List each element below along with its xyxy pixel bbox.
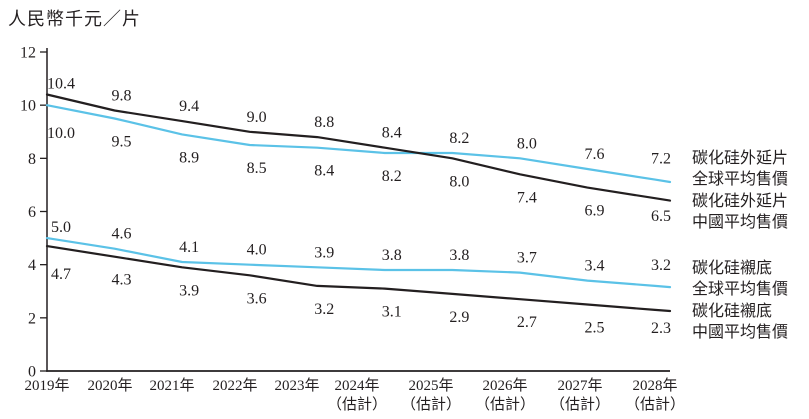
value-label: 3.1: [382, 304, 402, 321]
value-label: 8.2: [382, 168, 402, 185]
value-label: 8.2: [449, 130, 469, 147]
x-axis-note: （估計）: [550, 396, 610, 413]
value-label: 8.5: [247, 160, 267, 177]
legend-epi-china-label: 中國平均售價: [692, 213, 788, 231]
value-label: 6.9: [584, 203, 604, 220]
value-label: 3.9: [314, 244, 334, 261]
x-axis-note: （估計）: [625, 396, 685, 413]
value-label: 2.7: [517, 314, 537, 331]
value-label: 8.8: [314, 114, 334, 131]
value-label: 3.8: [449, 247, 469, 264]
y-axis-unit-label: 人民幣千元／片: [8, 9, 141, 29]
value-label: 8.0: [449, 173, 469, 190]
value-label: 3.4: [584, 258, 604, 275]
value-label: 3.6: [247, 290, 267, 307]
sic-epi-wafer-global-asp-line: [45, 104, 672, 184]
y-axis-tick-label: 0: [28, 364, 36, 381]
value-label: 4.1: [179, 239, 199, 256]
x-axis-note: （估計）: [475, 396, 535, 413]
x-axis-label: 2025年: [408, 377, 453, 394]
x-axis-label: 2020年: [87, 377, 132, 394]
y-axis-tick-label: 4: [28, 257, 36, 274]
value-label: 6.5: [651, 208, 671, 225]
value-label: 3.7: [517, 250, 537, 267]
value-label: 2.5: [584, 320, 604, 337]
y-axis-tick-label: 8: [28, 151, 36, 168]
value-label: 3.2: [314, 301, 334, 318]
y-axis-tick-label: 6: [28, 204, 36, 221]
y-axis-tick-label: 10: [20, 98, 36, 115]
value-label: 9.0: [247, 109, 267, 126]
y-axis-tick-label: 12: [20, 45, 36, 62]
value-label: 3.2: [651, 257, 671, 274]
value-label: 7.2: [651, 151, 671, 168]
x-axis-label: 2022年: [212, 377, 257, 394]
legend-epi-china-label: 碳化硅外延片: [692, 192, 788, 210]
sic-substrate-china-asp-line: [45, 245, 672, 313]
value-label: 8.0: [517, 135, 537, 152]
legend-substrate-global-label: 全球平均售價: [692, 280, 788, 298]
legend-epi-global-label: 碳化硅外延片: [692, 149, 788, 167]
value-label: 7.6: [584, 146, 604, 163]
x-axis-note: （估計）: [401, 396, 461, 413]
y-axis-tick-label: 2: [28, 310, 36, 327]
x-axis-note: （估計）: [327, 396, 387, 413]
value-label: 9.5: [112, 133, 132, 150]
value-label: 9.8: [112, 87, 132, 104]
value-label: 2.3: [651, 320, 671, 337]
value-label: 4.7: [51, 266, 71, 283]
value-label: 8.9: [179, 149, 199, 166]
value-label: 5.0: [51, 219, 71, 236]
value-label: 3.8: [382, 247, 402, 264]
x-axis-label: 2024年: [334, 377, 379, 394]
value-label: 10.0: [47, 125, 75, 142]
legend-substrate-global-label: 碳化硅襯底: [692, 259, 772, 277]
legend-substrate-china-label: 碳化硅襯底: [692, 302, 772, 320]
value-label: 7.4: [517, 189, 537, 206]
value-label: 4.0: [247, 242, 267, 259]
x-axis-label: 2019年: [24, 377, 69, 394]
value-label: 8.4: [314, 163, 334, 180]
x-axis-label: 2026年: [482, 377, 527, 394]
sic-substrate-global-asp-line: [45, 237, 672, 289]
x-axis-label: 2028年: [632, 377, 677, 394]
value-label: 3.9: [179, 282, 199, 299]
value-label: 10.4: [47, 76, 75, 93]
value-label: 9.4: [179, 98, 199, 115]
x-axis-label: 2023年: [274, 377, 319, 394]
legend-substrate-china-label: 中國平均售價: [692, 323, 788, 341]
value-label: 8.4: [382, 125, 402, 142]
sic-epi-wafer-china-asp-line: [45, 93, 672, 202]
x-axis-label: 2021年: [149, 377, 194, 394]
value-label: 4.3: [112, 272, 132, 289]
value-label: 2.9: [449, 309, 469, 326]
legend-epi-global-label: 全球平均售價: [692, 170, 788, 188]
x-axis-label: 2027年: [557, 377, 602, 394]
value-label: 4.6: [112, 226, 132, 243]
